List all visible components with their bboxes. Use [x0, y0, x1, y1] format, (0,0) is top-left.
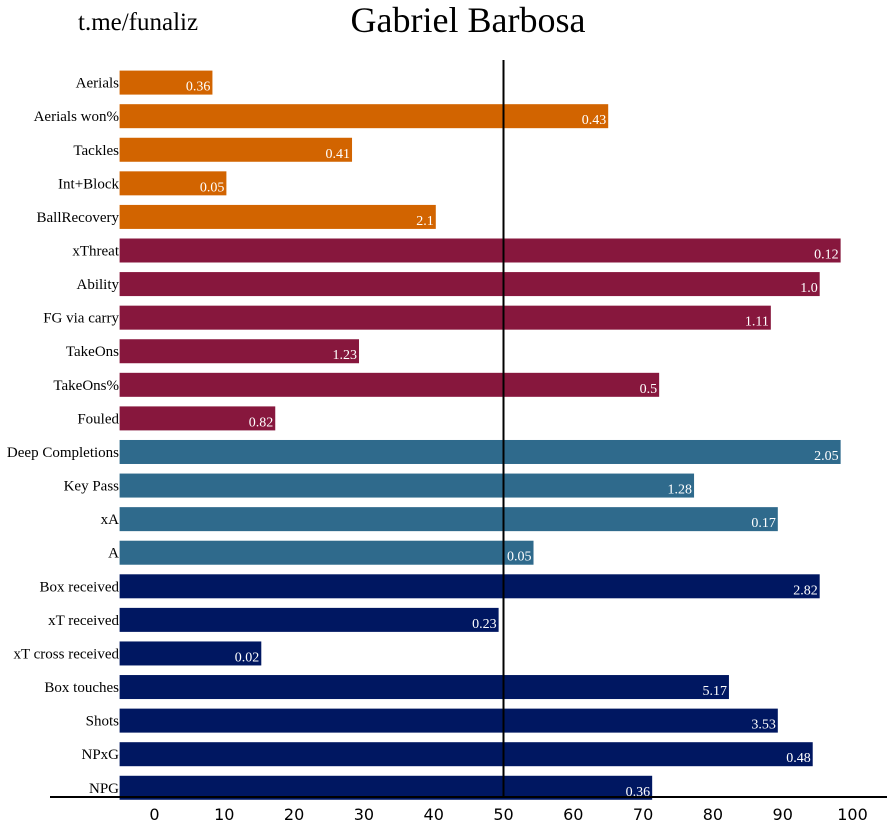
category-label-ballrecovery: BallRecovery	[37, 210, 120, 226]
bar-key-pass	[119, 473, 695, 498]
bar-npxg	[119, 742, 813, 767]
x-tick-label: 90	[773, 805, 793, 824]
value-label-a: 0.05	[507, 550, 532, 565]
watermark-text: t.me/funaliz	[78, 9, 198, 36]
category-label-xt-received: xT received	[48, 613, 119, 629]
bar-shots	[119, 708, 778, 733]
category-label-key-pass: Key Pass	[64, 479, 120, 495]
bar-npg	[119, 775, 653, 800]
bar-takeons	[119, 372, 660, 397]
bar-xt-received	[119, 607, 499, 632]
bar-box-received	[119, 574, 820, 599]
bar-tackles	[119, 137, 353, 162]
category-label-aerials: Aerials	[76, 76, 119, 92]
value-label-fouled: 0.82	[249, 415, 274, 430]
value-label-takeons: 0.5	[640, 382, 658, 397]
category-label-fouled: Fouled	[77, 411, 119, 427]
value-label-takeons: 1.23	[333, 348, 358, 363]
bar-takeons	[119, 339, 360, 364]
category-label-npxg: NPxG	[81, 747, 119, 763]
x-tick-label: 40	[424, 805, 444, 824]
category-label-deep-completions: Deep Completions	[7, 445, 119, 461]
bar-aerials	[119, 70, 213, 95]
category-label-shots: Shots	[86, 714, 120, 730]
chart-title: Gabriel Barbosa	[351, 0, 586, 40]
value-label-fg-via-carry: 1.11	[745, 315, 769, 330]
value-label-xt-received: 0.23	[472, 617, 497, 632]
category-label-npg: NPG	[89, 781, 119, 797]
x-tick-label: 100	[837, 805, 868, 824]
value-label-ballrecovery: 2.1	[416, 214, 434, 229]
category-label-int-block: Int+Block	[58, 176, 119, 192]
category-label-xa: xA	[101, 512, 120, 528]
category-label-fg-via-carry: FG via carry	[43, 311, 119, 327]
value-label-aerials-won: 0.43	[582, 113, 607, 128]
bars-layer: Aerials 0.36 Aerials won% 0.43 Tackles 0.41 In…	[7, 70, 841, 800]
value-label-xthreat: 0.12	[814, 248, 839, 263]
value-label-ability: 1.0	[800, 281, 818, 296]
x-tick-label: 0	[149, 805, 159, 824]
value-label-xa: 0.17	[751, 516, 776, 531]
bar-ballrecovery	[119, 204, 436, 229]
bar-fouled	[119, 406, 276, 431]
value-label-shots: 3.53	[751, 718, 776, 733]
x-tick-label: 70	[633, 805, 653, 824]
value-label-npxg: 0.48	[786, 751, 811, 766]
bar-xthreat	[119, 238, 841, 263]
bar-box-touches	[119, 675, 729, 700]
x-tick-label: 10	[214, 805, 234, 824]
category-label-a: A	[108, 546, 119, 562]
x-tick-label: 20	[284, 805, 304, 824]
value-label-box-received: 2.82	[793, 583, 818, 598]
value-label-xt-cross-received: 0.02	[235, 650, 260, 665]
x-tick-label: 80	[703, 805, 723, 824]
bar-aerials-won	[119, 104, 609, 129]
category-label-box-touches: Box touches	[44, 680, 119, 696]
category-label-box-received: Box received	[39, 579, 119, 595]
category-label-tackles: Tackles	[73, 143, 119, 159]
category-label-xt-cross-received: xT cross received	[13, 646, 119, 662]
value-label-tackles: 0.41	[326, 147, 351, 162]
x-tick-label: 60	[563, 805, 583, 824]
category-label-xthreat: xThreat	[72, 244, 119, 260]
x-tick-label: 50	[493, 805, 513, 824]
bar-a	[119, 540, 534, 565]
value-label-aerials: 0.36	[186, 80, 211, 95]
value-label-key-pass: 1.28	[668, 483, 693, 498]
bar-xt-cross-received	[119, 641, 262, 666]
value-label-int-block: 0.05	[200, 180, 225, 195]
value-label-box-touches: 5.17	[702, 684, 727, 699]
category-label-aerials-won: Aerials won%	[34, 109, 119, 125]
bar-int-block	[119, 171, 227, 196]
x-tick-label: 30	[354, 805, 374, 824]
bar-deep-completions	[119, 439, 841, 464]
value-label-deep-completions: 2.05	[814, 449, 839, 464]
category-label-takeons: TakeOns%	[53, 378, 119, 394]
bar-xa	[119, 507, 778, 532]
bar-ability	[119, 272, 820, 297]
category-label-takeons: TakeOns	[66, 344, 119, 360]
bar-fg-via-carry	[119, 305, 771, 330]
x-axis: 0 10 20 30 40 50 60 70 80 90 100	[50, 796, 887, 824]
category-label-ability: Ability	[76, 277, 119, 293]
